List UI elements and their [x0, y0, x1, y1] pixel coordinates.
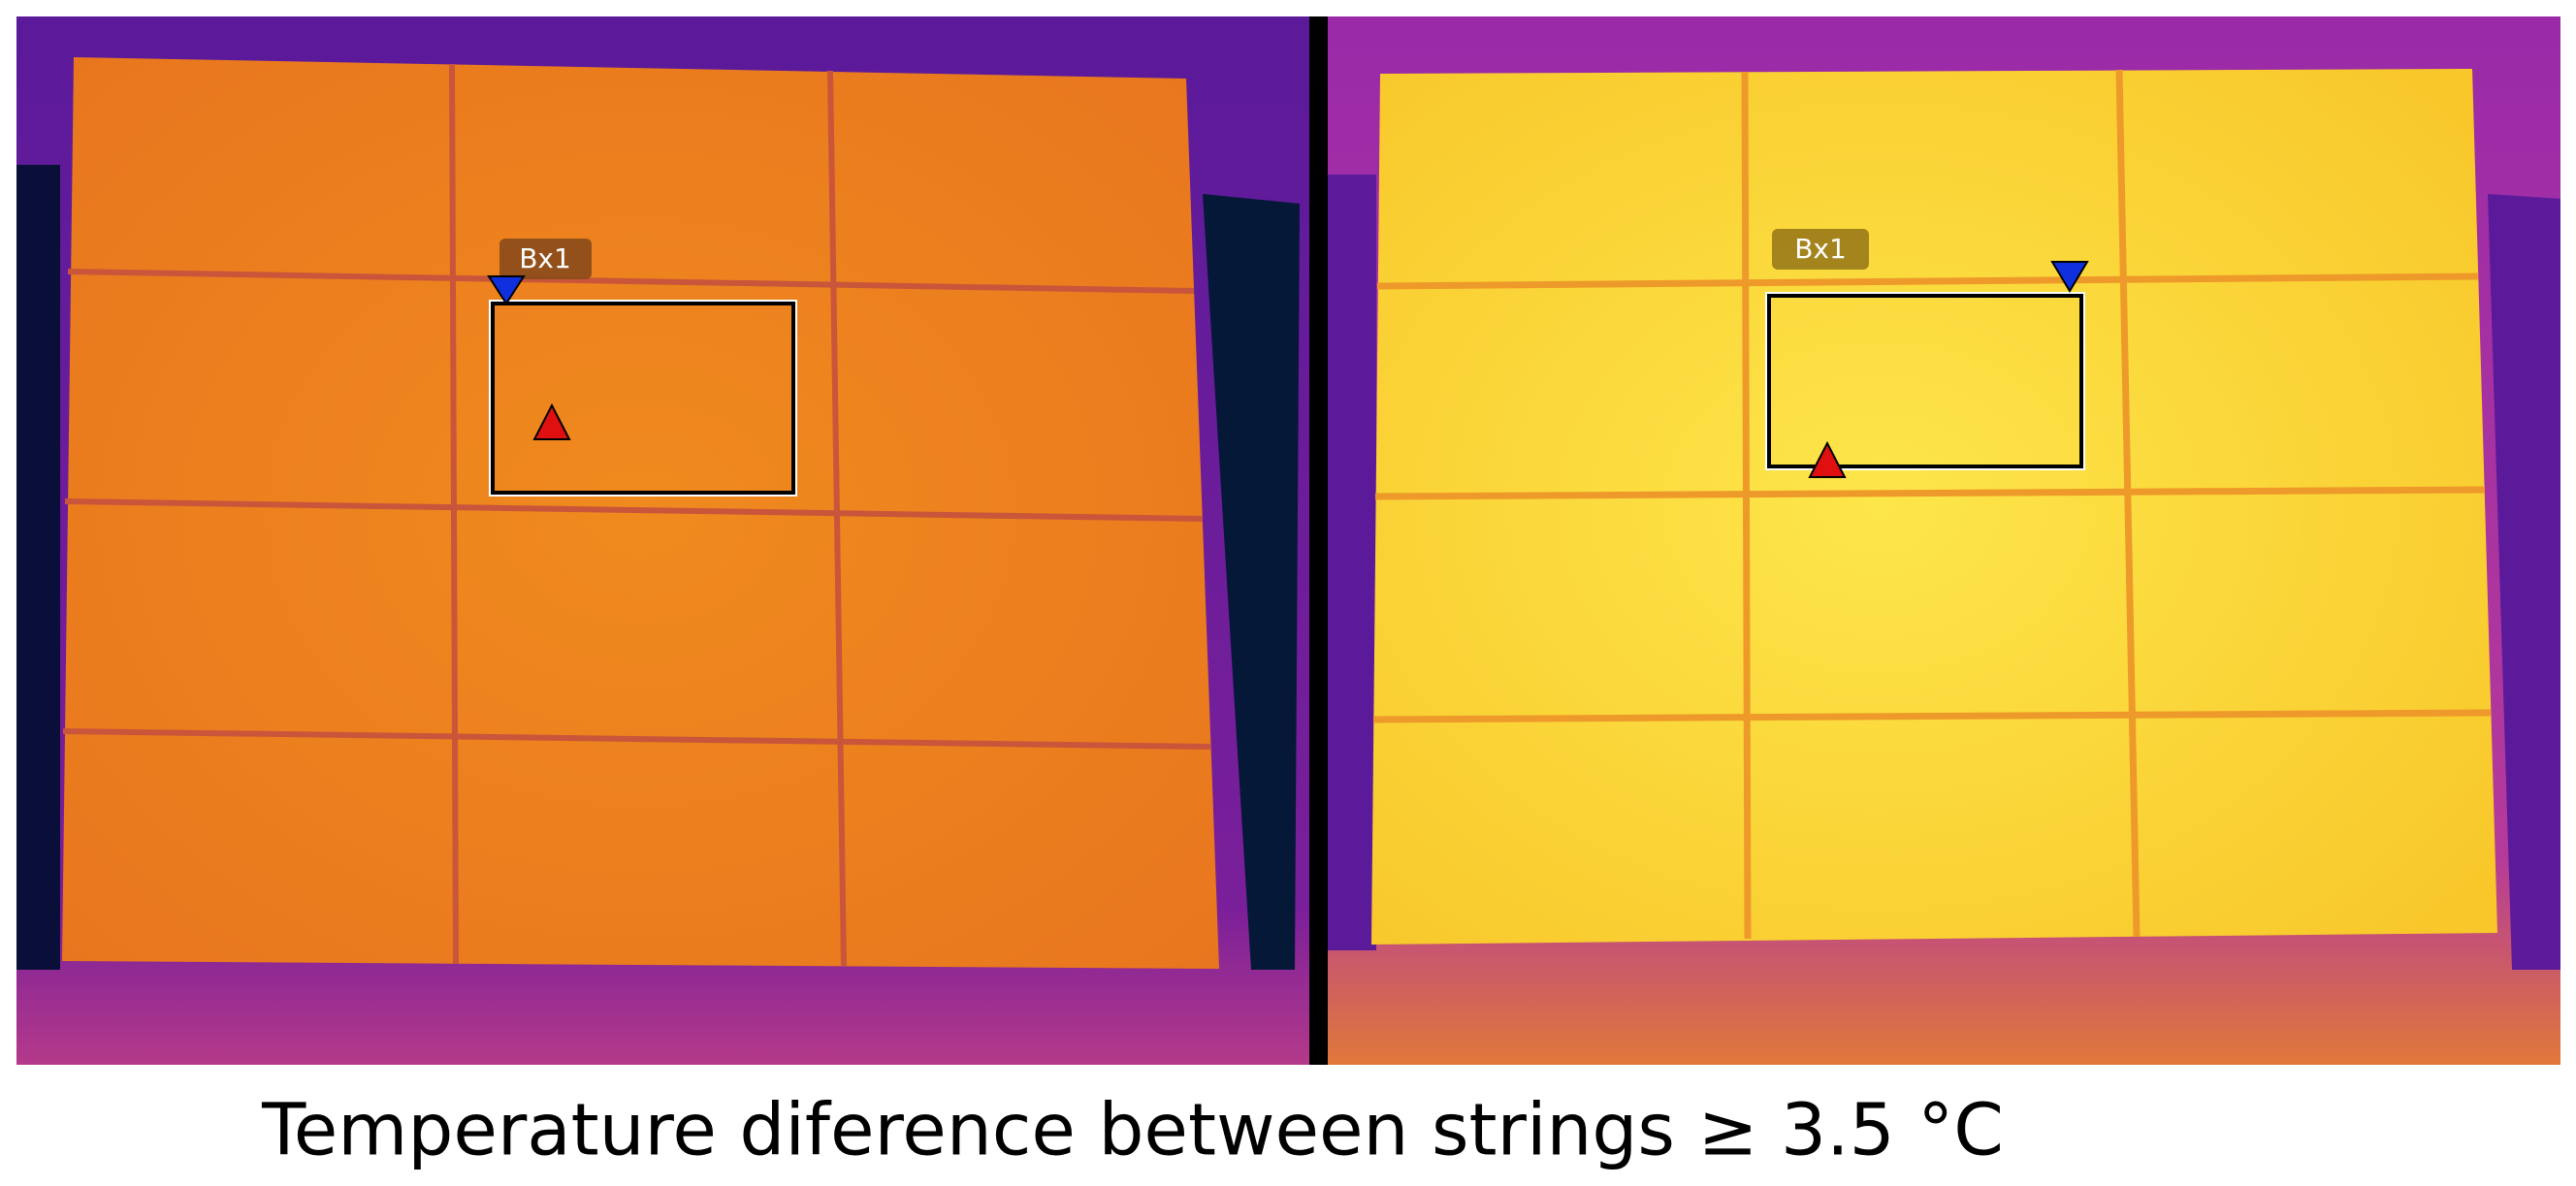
box-outline [1765, 292, 2085, 470]
shadow [1203, 194, 1300, 970]
box-outline [489, 300, 797, 497]
module-gaps [62, 63, 1211, 967]
solar-panel [1371, 69, 2497, 945]
box-tag [1772, 229, 1869, 270]
caption: Temperature diference between strings ≥ … [261, 1089, 2004, 1172]
box-outline [491, 302, 795, 495]
thermal-image-right: Bx1 [1328, 16, 2560, 1065]
shadow [2488, 194, 2560, 970]
box-label: Bx1 [519, 242, 571, 274]
box-label: Bx1 [1794, 233, 1847, 265]
box-outline [1767, 294, 2083, 468]
shadow [1328, 175, 1376, 950]
max-marker [1808, 440, 1847, 478]
max-marker [532, 402, 571, 440]
module-gaps [1372, 69, 2492, 940]
min-marker [487, 275, 526, 305]
thermal-image-left: Bx1 [16, 16, 1309, 1065]
box-tag [499, 239, 592, 279]
divider [1309, 16, 1328, 1065]
shadow [16, 165, 60, 970]
min-marker [2050, 261, 2089, 293]
